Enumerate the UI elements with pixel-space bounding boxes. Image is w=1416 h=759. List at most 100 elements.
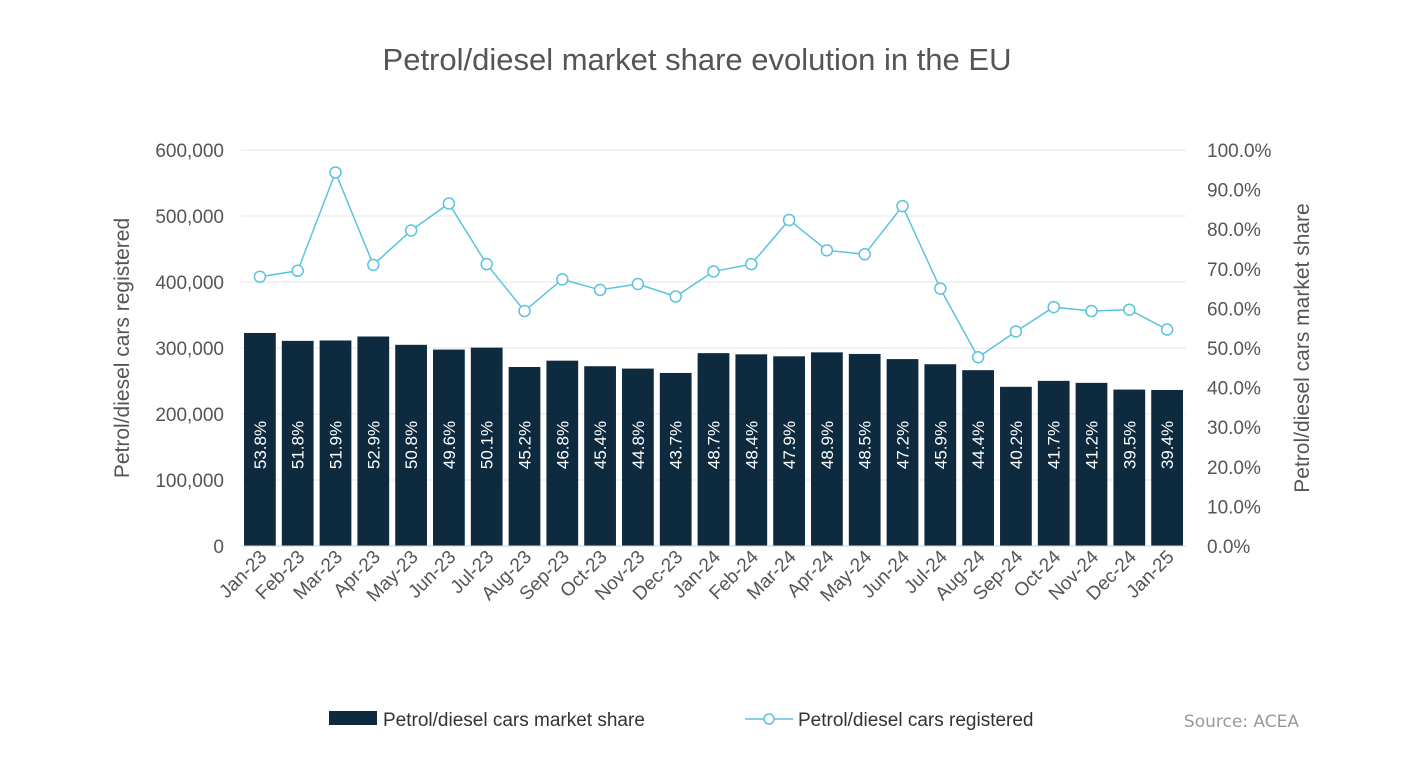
bar [962, 370, 994, 546]
bar [546, 360, 579, 546]
line-point [329, 166, 342, 179]
bar-data-label: 48.5% [856, 421, 875, 469]
legend-line-marker [763, 713, 775, 725]
line-point [858, 248, 871, 261]
bar [622, 368, 654, 546]
line-point [745, 257, 758, 271]
bar-data-label: 39.4% [1158, 421, 1177, 469]
line-point [442, 197, 456, 210]
left-tick-label: 0 [213, 537, 224, 558]
right-tick-label: 60.0% [1207, 299, 1261, 320]
legend-bar-swatch [329, 711, 377, 725]
line-point [1085, 304, 1098, 318]
bar-series [244, 332, 1183, 546]
left-tick-label: 600,000 [155, 141, 224, 162]
bar [1113, 389, 1146, 546]
source-note: Source: ACEA [1184, 712, 1299, 732]
bar-data-label: 43.7% [667, 421, 686, 469]
line-point [631, 277, 645, 291]
legend-line-label: Petrol/diesel cars registered [798, 710, 1034, 731]
bar-data-label: 41.7% [1045, 421, 1064, 469]
bar-data-label: 47.2% [894, 421, 913, 469]
line-point [291, 264, 304, 278]
bar-data-label: 51.9% [327, 421, 346, 469]
bar-data-label: 40.2% [1007, 421, 1026, 469]
right-tick-label: 20.0% [1207, 458, 1261, 479]
bar-data-label: 50.1% [478, 421, 497, 469]
right-tick-label: 80.0% [1207, 220, 1261, 241]
line-point [253, 270, 267, 283]
bar [735, 354, 768, 546]
bar-data-label: 53.8% [251, 421, 270, 469]
line-point [556, 273, 569, 286]
left-tick-label: 200,000 [155, 405, 224, 426]
right-axis-title: Petrol/diesel cars market share [1291, 203, 1314, 492]
bar [773, 356, 805, 546]
bar-data-label: 39.5% [1120, 421, 1139, 469]
bar [924, 364, 957, 546]
bar [1151, 389, 1183, 546]
bar-data-label: 51.8% [289, 421, 308, 469]
line-point [593, 283, 607, 297]
left-tick-label: 300,000 [155, 339, 224, 360]
line-point [1047, 300, 1060, 314]
right-tick-label: 30.0% [1207, 418, 1261, 439]
line-point [1123, 303, 1136, 316]
left-axis-title: Petrol/diesel cars registered [111, 218, 134, 478]
bar-data-label: 48.7% [705, 421, 724, 469]
line-series [253, 166, 1174, 364]
legend: Petrol/diesel cars market share Petrol/d… [329, 710, 1034, 731]
right-tick-label: 40.0% [1207, 379, 1261, 400]
line-point [1160, 323, 1174, 336]
bar [697, 353, 730, 546]
bar-data-label: 41.2% [1083, 421, 1102, 469]
bar [357, 336, 390, 546]
bar-data-label: 44.4% [969, 421, 988, 469]
line-point [404, 224, 418, 237]
bar [395, 344, 427, 546]
bar-data-labels: 53.8% 51.8% 51.9% 52.9% 50.8% 49.6% 50.1% 45.2%… [251, 421, 1177, 469]
chart-title: Petrol/diesel market share evolution in … [383, 42, 1012, 77]
bar [433, 349, 465, 546]
bar [811, 352, 843, 546]
right-tick-label: 90.0% [1207, 181, 1261, 202]
line-point [971, 350, 985, 364]
bar-data-label: 48.4% [742, 421, 761, 469]
line-point [518, 304, 531, 318]
bar-data-label: 45.2% [516, 421, 535, 469]
line-point [934, 282, 947, 295]
bar-data-label: 50.8% [402, 421, 421, 469]
line-point [896, 199, 909, 213]
bar-data-label: 44.8% [629, 421, 648, 469]
bar-data-label: 52.9% [364, 421, 383, 469]
bar [281, 340, 314, 546]
bar [659, 372, 692, 546]
left-tick-label: 400,000 [155, 273, 224, 294]
line-point [707, 265, 720, 278]
bar [470, 347, 503, 546]
legend-bar-label: Petrol/diesel cars market share [383, 710, 645, 731]
series-line [259, 170, 1168, 359]
left-tick-label: 500,000 [155, 207, 224, 228]
right-tick-label: 50.0% [1207, 339, 1261, 360]
right-tick-label: 10.0% [1207, 497, 1261, 518]
line-point [820, 244, 834, 257]
bar-data-label: 46.8% [553, 421, 572, 469]
bar [886, 359, 919, 546]
right-tick-label: 70.0% [1207, 260, 1261, 281]
line-point [1009, 325, 1023, 338]
right-axis: 0.0% 10.0% 20.0% 30.0% 40.0% 50.0% 60.0% 70.0% 8… [1207, 141, 1272, 558]
bar [244, 332, 276, 546]
bar [508, 367, 541, 546]
left-tick-label: 100,000 [155, 471, 224, 492]
left-axis: 0 100,000 200,000 300,000 400,000 500,000 600,… [155, 141, 224, 558]
bar [1000, 386, 1032, 546]
line-point [782, 213, 796, 227]
bar [848, 353, 881, 546]
line-point [480, 257, 493, 271]
right-tick-label: 100.0% [1207, 141, 1272, 162]
line-point [367, 258, 380, 272]
bar [319, 340, 352, 546]
right-tick-label: 0.0% [1207, 537, 1250, 558]
